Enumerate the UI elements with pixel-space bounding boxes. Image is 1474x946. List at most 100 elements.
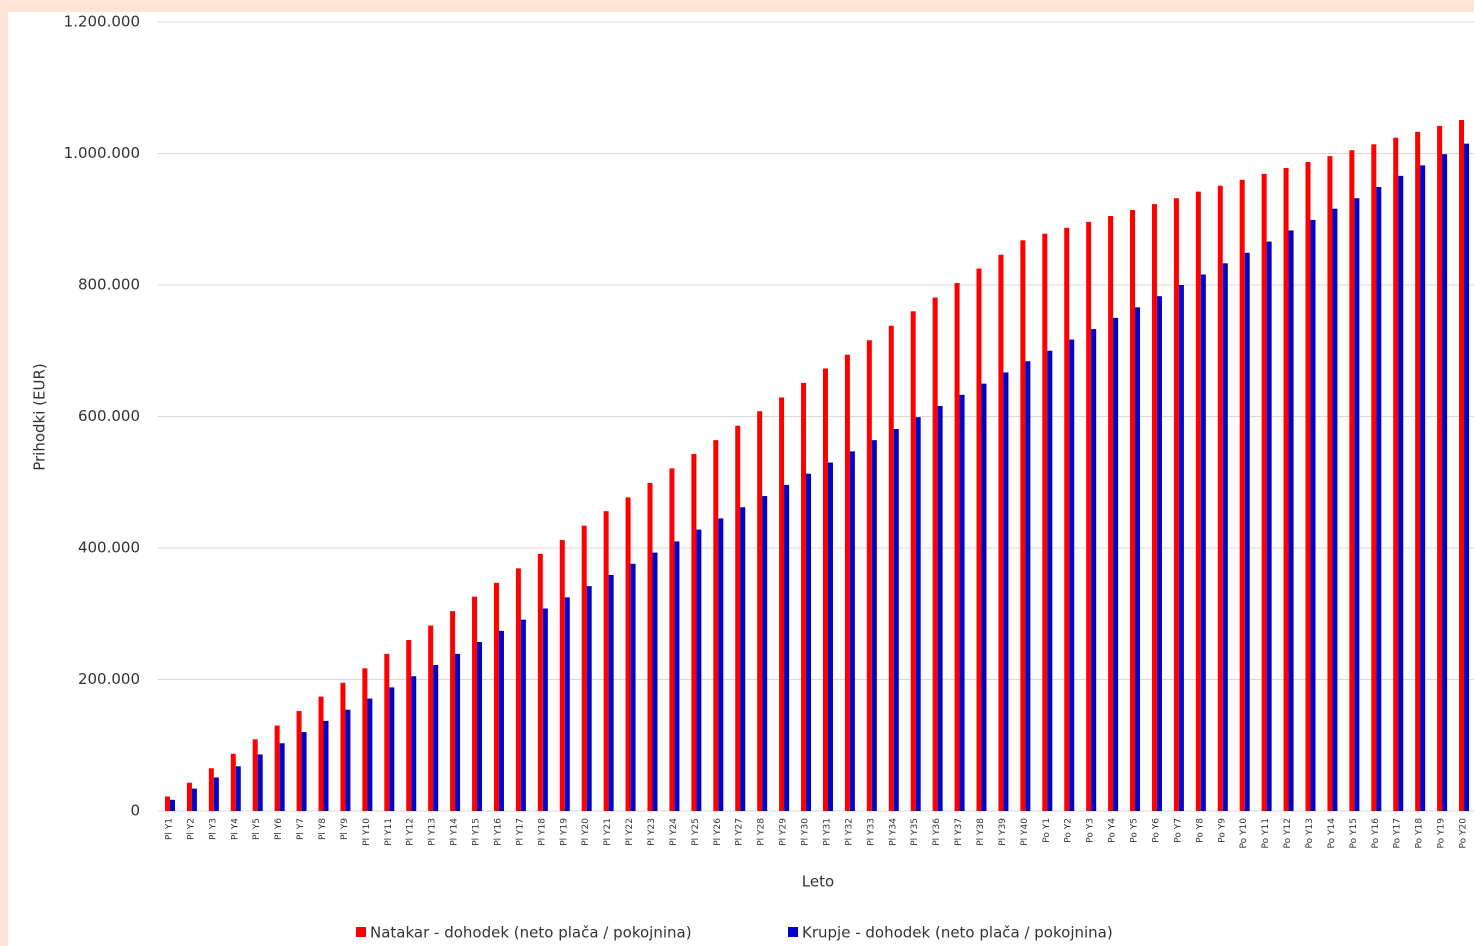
x-tick-label: Pl Y28 [757,818,767,846]
bar [1244,252,1250,812]
legend-swatch [788,927,798,937]
bar [849,451,855,811]
bar [806,473,812,811]
bar [1283,167,1289,812]
bar [1151,204,1157,811]
x-tick-label: Po Y14 [1327,818,1337,849]
x-tick-label: Po Y9 [1217,818,1227,843]
bar [191,788,197,811]
x-tick-label: Pl Y23 [647,818,657,846]
y-tick-label: 1.000.000 [64,144,140,162]
x-tick-label: Pl Y20 [581,818,591,846]
x-tick-label: Pl Y10 [362,818,372,846]
bar [428,625,434,811]
bar [450,611,456,811]
bar [954,283,960,812]
x-tick-label: Po Y16 [1371,818,1381,849]
bar [1113,317,1119,811]
x-tick-label: Po Y17 [1393,818,1403,848]
bar [1288,230,1294,812]
x-tick-label: Po Y4 [1108,818,1118,843]
bar [252,739,258,811]
bar [1349,150,1355,811]
bar [779,397,785,811]
bar [1178,285,1184,811]
x-tick-label: Pl Y19 [559,818,569,846]
bar [301,732,307,811]
bar [274,725,280,811]
bar [411,676,417,811]
x-tick-label: Pl Y35 [910,818,920,846]
bar [493,582,499,811]
x-tick-label: Pl Y4 [230,818,240,840]
bar [1442,154,1448,812]
bar [515,568,521,811]
bar [1437,125,1443,811]
x-tick-label: Po Y8 [1195,818,1205,843]
bar [871,440,877,811]
y-tick-label: 800.000 [78,276,140,294]
x-tick-label: Po Y1 [1042,818,1052,843]
bar [1042,233,1048,812]
bar [1459,119,1465,811]
bar [1420,165,1426,811]
bar [652,552,658,811]
bar [1354,198,1360,811]
bar [822,368,828,811]
bar [1415,131,1421,812]
bar [844,354,850,811]
x-tick-label: Pl Y5 [252,818,262,840]
x-tick-label: Po Y5 [1130,818,1140,843]
x-tick-label: Po Y13 [1305,818,1315,848]
bar [937,405,943,811]
x-tick-label: Pl Y37 [954,818,964,846]
bar [367,698,373,811]
bar [1222,263,1228,811]
bar [647,482,653,811]
bar [208,768,214,811]
bar [1332,208,1338,812]
bar [537,553,543,811]
bar [318,696,324,811]
bar [696,529,702,811]
x-tick-label: Po Y7 [1173,818,1183,843]
bar [603,511,609,811]
bar [1069,339,1075,811]
x-tick-label: Po Y2 [1064,818,1074,843]
x-tick-label: Pl Y17 [515,818,525,846]
bar [674,541,680,811]
bar [1310,219,1316,812]
bar [757,411,763,811]
bar [740,507,746,811]
bar [893,428,899,811]
bar [1135,307,1141,811]
bar [1130,210,1136,812]
bar [1064,227,1070,812]
legend-swatch [356,927,366,937]
bar [542,608,548,811]
x-tick-label: Pl Y22 [625,818,635,846]
bar [784,484,790,811]
bar [625,497,631,811]
bar [1327,156,1333,811]
bar [323,720,329,811]
bar [296,711,302,811]
bar [186,782,192,811]
y-tick-label: 1.200.000 [64,13,140,31]
bar [520,619,526,811]
bar [866,340,872,811]
bar [691,453,697,811]
bar [169,799,175,811]
bar [713,440,719,811]
bar [998,254,1004,811]
x-tick-label: Po Y12 [1283,818,1293,848]
x-tick-label: Pl Y24 [669,818,679,846]
x-tick-label: Pl Y33 [866,818,876,846]
bar [1305,162,1311,812]
bar [164,796,170,811]
x-tick-label: Pl Y2 [186,818,196,840]
y-tick-label: 0 [130,802,140,820]
bar [1464,143,1470,811]
bar [362,668,368,811]
bar [1261,173,1267,811]
